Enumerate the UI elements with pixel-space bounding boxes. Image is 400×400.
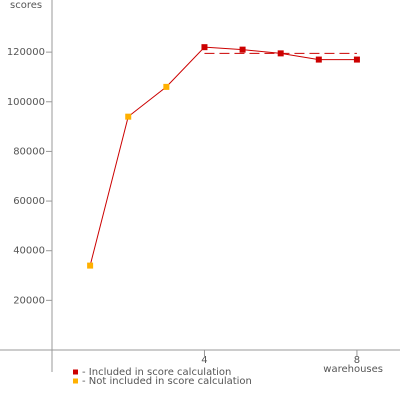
x-axis-label: warehouses — [323, 364, 383, 375]
data-point — [353, 56, 360, 63]
data-point — [277, 50, 284, 57]
y-tick-label: 120000 — [7, 47, 45, 58]
legend-marker — [73, 378, 78, 384]
y-axis-label: scores — [10, 0, 42, 11]
y-tick-label: 40000 — [13, 246, 45, 257]
data-point — [125, 113, 132, 120]
y-tick-label: 80000 — [13, 146, 45, 157]
x-tick-label: 8 — [354, 355, 360, 366]
y-tick-label: 100000 — [7, 97, 45, 108]
data-point — [87, 262, 94, 269]
score-line-path — [89, 46, 357, 266]
data-point — [201, 44, 208, 51]
y-tick-label: 20000 — [13, 295, 45, 306]
legend-label: - Included in score calculation — [82, 367, 231, 378]
y-tick-label: 60000 — [13, 196, 45, 207]
data-point — [239, 46, 246, 53]
legend-marker — [73, 369, 78, 375]
x-tick-label: 4 — [201, 355, 207, 366]
legend-label: - Not included in score calculation — [82, 376, 252, 387]
data-point — [315, 56, 322, 63]
data-point — [163, 83, 170, 90]
